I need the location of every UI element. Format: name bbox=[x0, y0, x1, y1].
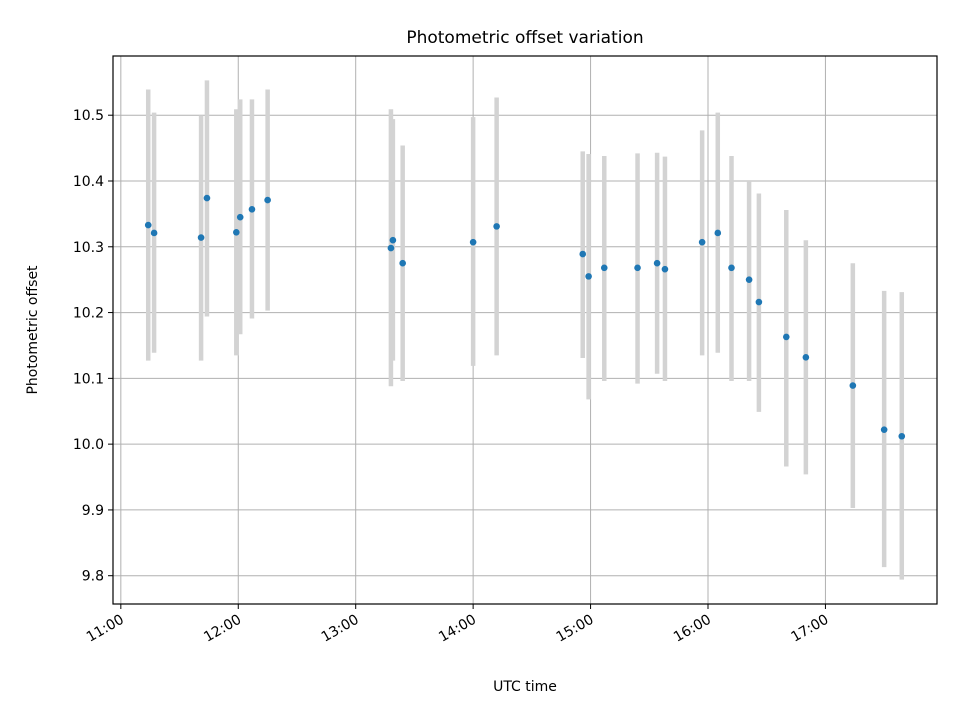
data-point-2 bbox=[197, 234, 205, 241]
y-tick-label-7: 10.5 bbox=[73, 108, 104, 124]
data-point-4 bbox=[233, 229, 240, 236]
data-point-22 bbox=[745, 276, 753, 283]
y-tick-label-6: 10.4 bbox=[73, 174, 104, 190]
data-point-16 bbox=[634, 264, 641, 272]
point-layer bbox=[144, 194, 906, 440]
y-tick-label-2: 10.0 bbox=[73, 437, 104, 453]
data-point-28 bbox=[898, 432, 906, 440]
chart-title: Photometric offset variation bbox=[406, 28, 643, 48]
data-point-21 bbox=[728, 264, 735, 272]
y-tick-label-5: 10.3 bbox=[73, 240, 104, 256]
data-point-23 bbox=[755, 298, 763, 306]
data-point-19 bbox=[698, 238, 706, 246]
y-axis-ticks: 9.8 9.9 10.0 10.1 10.2 10.3 10.4 10.5 bbox=[73, 108, 113, 585]
y-tick-label-3: 10.1 bbox=[73, 371, 104, 387]
data-point-7 bbox=[264, 196, 271, 204]
data-point-26 bbox=[849, 382, 857, 389]
data-point-20 bbox=[714, 229, 722, 237]
y-tick-label-4: 10.2 bbox=[73, 306, 104, 322]
y-axis-label: Photometric offset bbox=[25, 265, 41, 395]
data-point-10 bbox=[399, 259, 406, 267]
data-point-11 bbox=[469, 238, 477, 246]
data-point-6 bbox=[248, 205, 256, 213]
data-point-18 bbox=[661, 265, 669, 273]
data-point-3 bbox=[203, 194, 211, 202]
data-point-0 bbox=[144, 221, 152, 229]
data-point-5 bbox=[236, 213, 244, 221]
y-tick-label-1: 9.9 bbox=[82, 503, 104, 519]
data-point-17 bbox=[653, 259, 661, 267]
data-point-8 bbox=[387, 244, 395, 252]
data-point-24 bbox=[782, 333, 790, 341]
data-point-9 bbox=[389, 236, 397, 244]
data-point-25 bbox=[802, 354, 810, 361]
data-point-12 bbox=[493, 223, 500, 230]
y-tick-label-0: 9.8 bbox=[82, 569, 104, 585]
data-point-14 bbox=[585, 273, 592, 280]
data-point-15 bbox=[600, 264, 608, 272]
data-point-27 bbox=[880, 426, 888, 433]
data-point-13 bbox=[579, 250, 587, 258]
plot-frame bbox=[112, 55, 938, 605]
x-axis-label: UTC time bbox=[493, 679, 557, 695]
data-point-1 bbox=[150, 229, 158, 237]
